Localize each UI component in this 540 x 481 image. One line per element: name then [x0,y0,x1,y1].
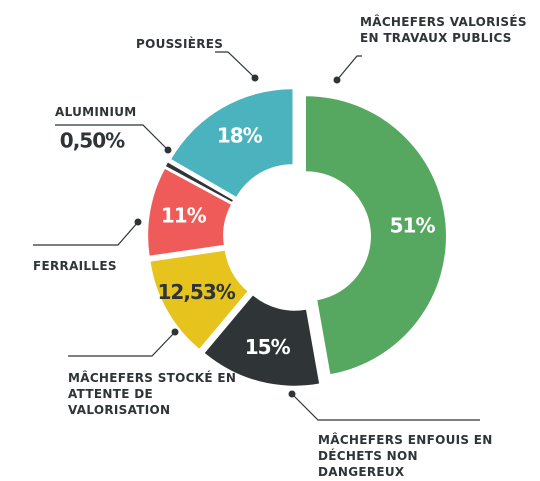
leader-dot [288,390,296,398]
leader-line [33,221,139,246]
value-label: 51% [390,213,436,237]
value-label: 0,50% [60,129,125,153]
donut-slice [165,162,233,202]
slice-label: ALUMINIUM [55,105,137,119]
leader-line [291,393,480,421]
leader-line [215,51,256,79]
slice-label: FERRAILLES [33,259,117,273]
value-label: 11% [161,203,207,227]
leader-line [68,331,176,357]
leader-line [336,55,362,81]
slice-label: MÂCHEFERS ENFOUIS EN DÉCHETS NON DANGERE… [318,433,493,479]
leader-dot [251,74,259,82]
slice-label: POUSSIÈRES [136,37,224,51]
donut-slice [305,96,446,375]
donut-slice [150,250,248,349]
leader-line [55,124,169,151]
donut-slice [171,89,293,197]
value-label: 18% [217,123,263,147]
value-label: 12,53% [158,280,236,304]
slice-label: MÂCHEFERS VALORISÉS EN TRAVAUX PUBLICS [360,15,527,45]
leader-dot [134,218,142,226]
donut-slice [204,295,320,386]
value-label: 15% [245,335,291,359]
slice-label: MÂCHEFERS STOCKÉ EN ATTENTE DE VALORISAT… [68,371,237,417]
donut-slice [148,168,231,256]
leader-dot [171,328,179,336]
leader-dot [164,146,172,154]
leader-dot [333,76,341,84]
